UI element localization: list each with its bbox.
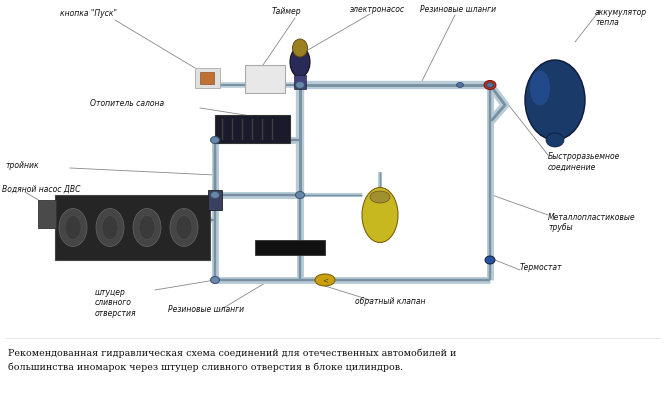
Ellipse shape: [456, 82, 464, 88]
Ellipse shape: [546, 133, 564, 147]
Text: тройник: тройник: [5, 160, 39, 170]
Ellipse shape: [315, 274, 335, 286]
Ellipse shape: [176, 216, 192, 240]
Text: кнопка "Пуск": кнопка "Пуск": [60, 10, 117, 18]
Ellipse shape: [102, 216, 118, 240]
Bar: [215, 115, 290, 143]
Ellipse shape: [485, 256, 495, 264]
Ellipse shape: [295, 82, 305, 88]
Ellipse shape: [139, 216, 155, 240]
Ellipse shape: [133, 208, 161, 246]
Text: <: <: [322, 277, 328, 283]
Ellipse shape: [290, 47, 310, 77]
Bar: [38, 200, 56, 228]
Text: Металлопластиковые
трубы: Металлопластиковые трубы: [548, 213, 636, 232]
Ellipse shape: [295, 192, 305, 198]
Text: Термостат: Термостат: [520, 264, 562, 272]
Bar: [294, 75, 306, 89]
Ellipse shape: [211, 192, 219, 198]
Bar: [208, 190, 222, 210]
Text: Рекомендованная гидравлическая схема соединений для отечественных автомобилей и: Рекомендованная гидравлическая схема сое…: [8, 348, 456, 358]
Text: Быстроразьемное
соединение: Быстроразьемное соединение: [548, 152, 620, 171]
Ellipse shape: [170, 208, 198, 246]
Bar: [245, 65, 285, 93]
Bar: [55, 195, 210, 260]
Ellipse shape: [486, 82, 494, 88]
Text: аккумулятор
тепла: аккумулятор тепла: [595, 8, 647, 27]
Text: Отопитель салона: Отопитель салона: [90, 100, 164, 108]
Text: большинства иномарок через штуцер сливного отверстия в блоке цилиндров.: большинства иномарок через штуцер сливно…: [8, 362, 403, 372]
Ellipse shape: [362, 188, 398, 242]
Ellipse shape: [530, 70, 550, 106]
Ellipse shape: [59, 208, 87, 246]
Bar: [195, 68, 220, 88]
Ellipse shape: [211, 136, 219, 144]
Text: Водяной насос ДВС: Водяной насос ДВС: [2, 184, 81, 194]
Ellipse shape: [486, 82, 494, 88]
Ellipse shape: [96, 208, 124, 246]
Text: электронасос: электронасос: [350, 6, 405, 14]
Ellipse shape: [484, 80, 496, 90]
Text: штуцер
сливного
отверстия: штуцер сливного отверстия: [95, 288, 137, 318]
Ellipse shape: [65, 216, 81, 240]
Bar: [200, 72, 214, 84]
Ellipse shape: [293, 39, 307, 57]
Text: Резиновые шланги: Резиновые шланги: [420, 6, 496, 14]
Text: Таймер: Таймер: [272, 8, 301, 16]
Text: Резиновые шланги: Резиновые шланги: [168, 306, 244, 314]
Ellipse shape: [525, 60, 585, 140]
Bar: [255, 240, 325, 255]
Ellipse shape: [370, 191, 390, 203]
Text: обратный клапан: обратный клапан: [355, 298, 426, 306]
Ellipse shape: [211, 276, 219, 284]
